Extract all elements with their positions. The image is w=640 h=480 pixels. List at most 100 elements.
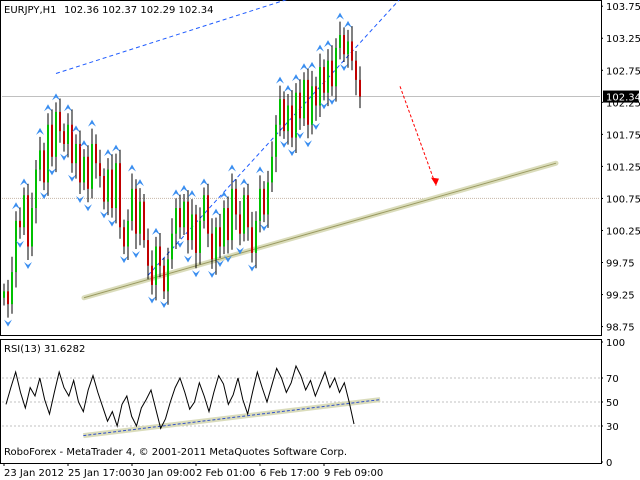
candle-body bbox=[143, 201, 145, 241]
candle bbox=[139, 188, 141, 246]
last-price-label: 102.34 bbox=[606, 93, 640, 104]
candle-body bbox=[27, 195, 29, 247]
copyright-label: RoboForex - MetaTrader 4, © 2001-2011 Me… bbox=[4, 447, 347, 458]
candle-body bbox=[95, 143, 97, 164]
candle bbox=[19, 207, 21, 239]
ohlc-label: 102.36 102.37 102.29 102.34 bbox=[64, 5, 214, 16]
candle-body bbox=[123, 227, 125, 247]
candle-body bbox=[171, 233, 173, 260]
fractal-up-arrow bbox=[44, 104, 52, 112]
candle bbox=[267, 170, 269, 228]
candle bbox=[147, 228, 149, 280]
candle-body bbox=[255, 220, 257, 253]
candle bbox=[279, 85, 281, 137]
fractal-down-arrow bbox=[132, 251, 140, 259]
candle-body bbox=[259, 188, 261, 221]
candle bbox=[251, 211, 253, 263]
candle-body bbox=[191, 214, 193, 241]
candle bbox=[47, 113, 49, 196]
candle-body bbox=[215, 227, 217, 260]
fractal-down-arrow bbox=[280, 140, 288, 148]
candle-body bbox=[15, 220, 17, 273]
candle-body bbox=[195, 214, 197, 253]
candle-body bbox=[179, 208, 181, 228]
candle-body bbox=[279, 99, 281, 125]
candle bbox=[191, 199, 193, 250]
rsi-tick-label: 50 bbox=[606, 398, 619, 409]
candle-body bbox=[91, 143, 93, 189]
candle-body bbox=[111, 169, 113, 209]
candle bbox=[95, 134, 97, 179]
price-tick-label: 101.75 bbox=[606, 130, 640, 141]
candle bbox=[247, 183, 249, 241]
fractal-up-arrow bbox=[276, 76, 284, 84]
candle-body bbox=[211, 233, 213, 260]
candle bbox=[199, 207, 201, 265]
fractal-up-arrow bbox=[172, 189, 180, 197]
candle bbox=[123, 219, 125, 255]
candle bbox=[299, 79, 301, 130]
time-tick-label: 23 Jan 2012 bbox=[4, 468, 64, 479]
fractal-up-arrow bbox=[308, 61, 316, 69]
candle-body bbox=[79, 143, 81, 183]
fractal-down-arrow bbox=[176, 240, 184, 248]
candle bbox=[151, 250, 153, 295]
time-tick-label: 30 Jan 09:00 bbox=[132, 468, 195, 479]
candle-body bbox=[267, 182, 269, 215]
candle bbox=[343, 27, 345, 62]
candle-body bbox=[159, 246, 161, 266]
fractal-down-arrow bbox=[340, 63, 348, 71]
fractal-down-arrow bbox=[48, 168, 56, 176]
time-tick-label: 6 Feb 17:00 bbox=[260, 468, 319, 479]
candle-body bbox=[139, 201, 141, 234]
candle bbox=[351, 26, 353, 71]
candle bbox=[55, 102, 57, 173]
candle bbox=[31, 192, 33, 257]
candle-body bbox=[283, 99, 285, 132]
candle bbox=[291, 90, 293, 148]
forecast-arrow-line bbox=[399, 86, 437, 186]
candle-body bbox=[359, 79, 361, 97]
candle-body bbox=[107, 169, 109, 202]
fractal-up-arrow bbox=[36, 127, 44, 135]
candle-body bbox=[59, 111, 61, 132]
fractal-up-arrow bbox=[104, 149, 112, 157]
candle-body bbox=[71, 124, 73, 164]
fractal-up-arrow bbox=[80, 140, 88, 148]
candle bbox=[315, 76, 317, 121]
candle-body bbox=[311, 86, 313, 125]
candle-body bbox=[31, 208, 33, 247]
candle-body bbox=[287, 105, 289, 132]
fractal-up-arrow bbox=[292, 74, 300, 82]
price-series bbox=[2, 0, 600, 327]
fractal-down-arrow bbox=[68, 174, 76, 182]
candle bbox=[135, 179, 137, 250]
price-tick-label: 99.25 bbox=[606, 291, 635, 302]
candle-body bbox=[175, 208, 177, 234]
fractal-down-arrow bbox=[328, 97, 336, 105]
candle bbox=[331, 45, 333, 96]
price-tick-label: 99.75 bbox=[606, 259, 635, 270]
candle bbox=[235, 179, 237, 230]
fractal-down-arrow bbox=[148, 296, 156, 304]
candle bbox=[51, 109, 53, 167]
candle bbox=[215, 217, 217, 275]
fractal-down-arrow bbox=[288, 149, 296, 157]
candle-body bbox=[39, 150, 41, 170]
fractal-down-arrow bbox=[304, 140, 312, 148]
candle bbox=[11, 256, 13, 314]
fractal-up-arrow bbox=[52, 93, 60, 101]
candle bbox=[323, 59, 325, 101]
rsi-line bbox=[5, 364, 355, 430]
candle-body bbox=[231, 188, 233, 241]
price-tick-label: 102.25 bbox=[606, 98, 640, 109]
candle bbox=[87, 145, 89, 203]
fractal-down-arrow bbox=[312, 122, 320, 130]
candle-body bbox=[115, 163, 117, 209]
fractal-up-arrow bbox=[64, 104, 72, 112]
fractal-up-arrow bbox=[256, 166, 264, 174]
rsi-tick-label: 70 bbox=[606, 374, 619, 385]
candle-body bbox=[295, 92, 297, 138]
fractal-down-arrow bbox=[208, 270, 216, 278]
candle-body bbox=[187, 201, 189, 241]
